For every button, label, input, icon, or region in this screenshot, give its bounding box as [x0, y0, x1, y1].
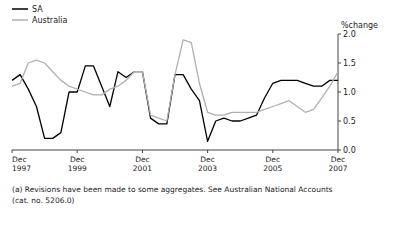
legend-label: SA — [32, 5, 43, 14]
x-tick-label-line: 2003 — [198, 164, 217, 173]
x-tick-label-line: Dec — [200, 155, 215, 164]
x-tick-label: Dec1997 — [12, 155, 31, 173]
y-tick-label: 2.0 — [343, 30, 356, 39]
y-tick-label: 0.0 — [343, 146, 356, 155]
x-tick-label-line: Dec — [135, 155, 150, 164]
legend-label: Australia — [32, 16, 67, 25]
x-tick-label-line: Dec — [12, 155, 27, 164]
x-tick-label-line: 1997 — [12, 164, 31, 173]
footnote: (cat. no. 5206.0) — [12, 196, 75, 205]
x-tick-label-line: Dec — [70, 155, 85, 164]
x-tick-label-line: Dec — [266, 155, 281, 164]
y-tick-label: 1.5 — [343, 59, 356, 68]
series-line — [12, 40, 338, 121]
x-tick-label: Dec2007 — [328, 155, 347, 173]
chart: 0.00.51.01.52.0%changeDec1997Dec1999Dec2… — [0, 0, 397, 227]
x-axis — [12, 150, 338, 151]
y-tick-label: 1.0 — [343, 88, 356, 97]
legend-swatch — [12, 19, 28, 21]
x-tick — [77, 150, 78, 153]
x-tick — [207, 150, 208, 153]
x-tick-label-line: 2001 — [133, 164, 152, 173]
x-tick-label: Dec2003 — [198, 155, 217, 173]
x-tick-label: Dec2001 — [133, 155, 152, 173]
plot-area — [12, 40, 338, 142]
x-tick-label-line: Dec — [331, 155, 346, 164]
legend-item: Australia — [12, 16, 67, 25]
x-tick-label: Dec1999 — [68, 155, 87, 173]
x-tick-label-line: 2007 — [328, 164, 347, 173]
x-tick-label: Dec2005 — [263, 155, 282, 173]
y-tick-label: 0.5 — [343, 117, 356, 126]
legend-swatch — [12, 8, 28, 10]
footnote: (a) Revisions have been made to some agg… — [12, 185, 333, 194]
x-tick-label-line: 1999 — [68, 164, 87, 173]
y-tick — [338, 34, 341, 35]
x-tick — [272, 150, 273, 153]
y-tick — [338, 121, 341, 122]
x-tick-label-line: 2005 — [263, 164, 282, 173]
x-tick — [12, 150, 13, 153]
y-tick — [338, 92, 341, 93]
legend-item: SA — [12, 5, 43, 14]
y-axis-label: %change — [341, 21, 378, 30]
y-tick — [338, 63, 341, 64]
x-tick — [142, 150, 143, 153]
x-tick — [338, 150, 339, 153]
